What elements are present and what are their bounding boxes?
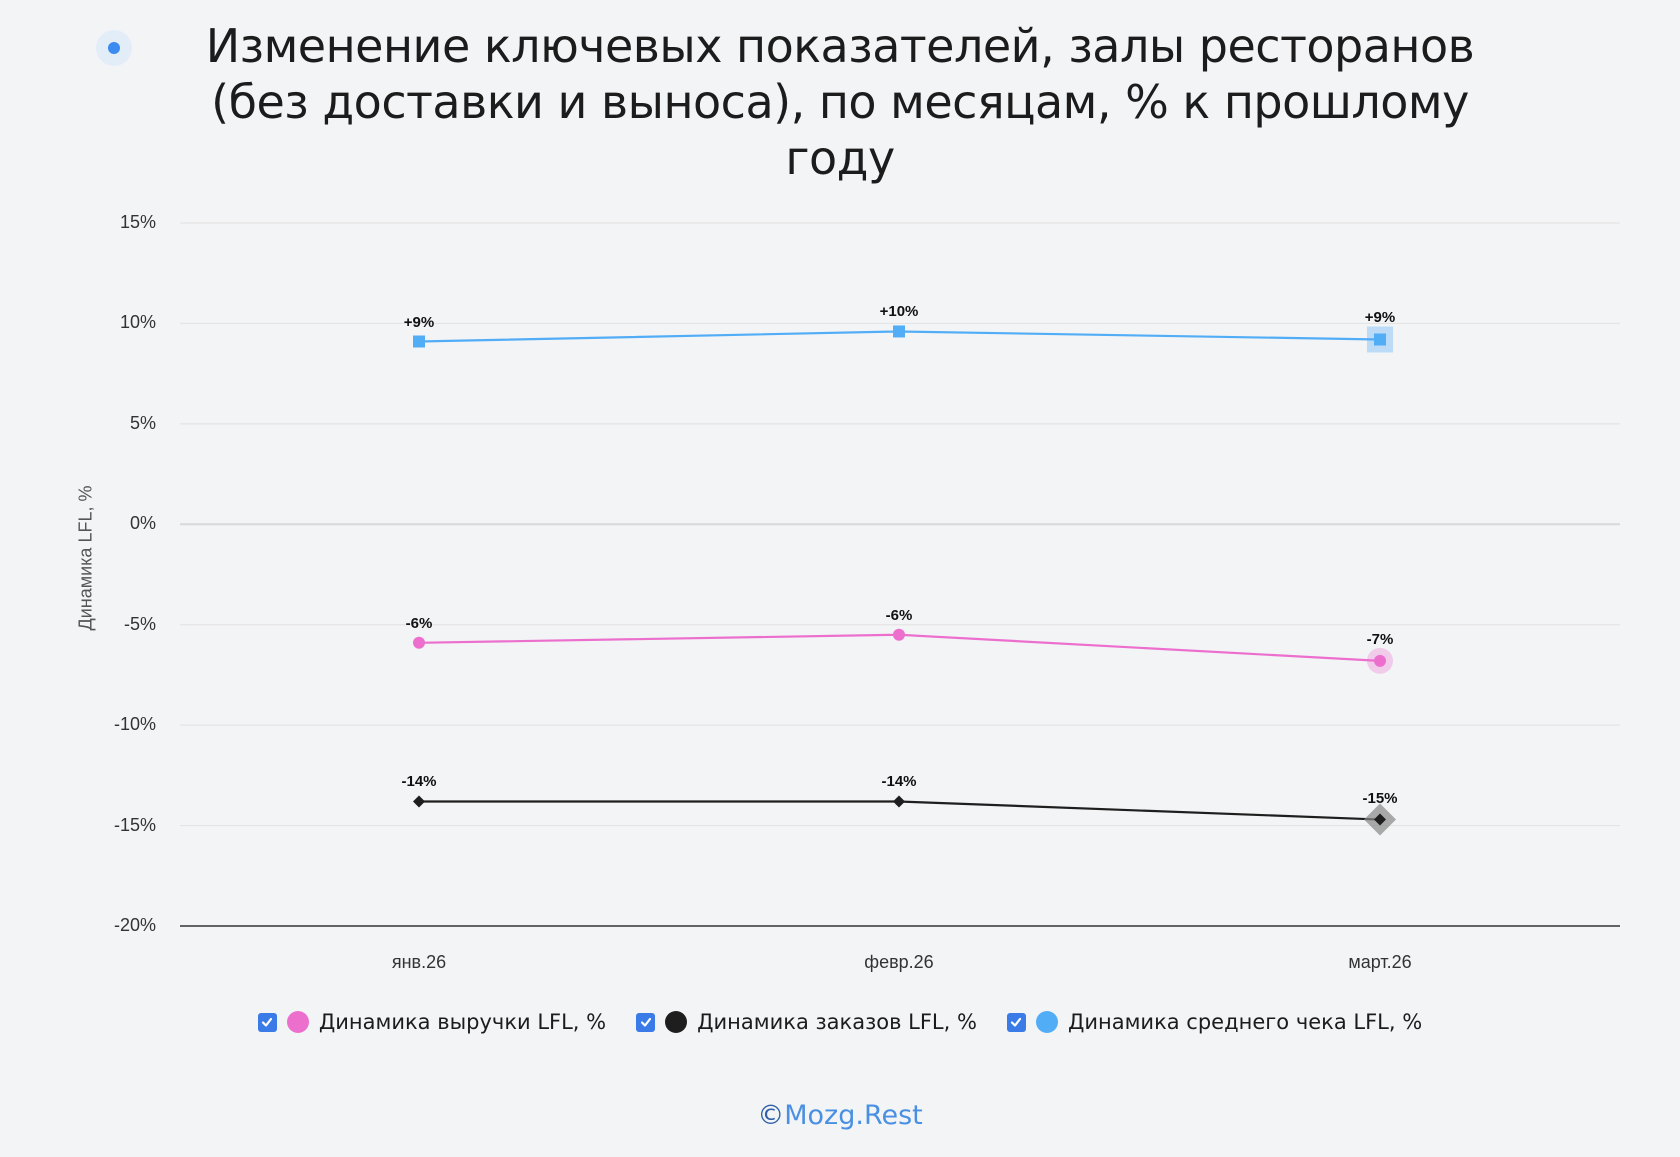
y-tick-label: -15% <box>113 814 156 835</box>
copyright-icon: © <box>757 1100 785 1131</box>
data-label: -6% <box>405 614 433 632</box>
checkbox-checked-icon[interactable] <box>257 1012 277 1032</box>
title-bullet-icon <box>96 30 132 66</box>
title-line-3: году <box>785 131 895 185</box>
y-tick-label: 10% <box>119 312 156 333</box>
y-tick-label: -20% <box>113 915 156 935</box>
legend-item[interactable]: Динамика среднего чека LFL, % <box>1006 1010 1423 1034</box>
data-point[interactable] <box>1374 813 1386 826</box>
legend-swatch-icon <box>665 1011 688 1033</box>
data-label: +9% <box>1364 309 1396 327</box>
legend-swatch-icon <box>1035 1011 1058 1033</box>
y-tick-label: 0% <box>129 513 156 534</box>
x-tick-label: март.26 <box>1348 952 1412 972</box>
data-point[interactable] <box>413 636 425 649</box>
brand-name: Mozg.Rest <box>784 1100 923 1131</box>
checkbox-checked-icon[interactable] <box>636 1012 656 1032</box>
data-label: -14% <box>881 773 917 791</box>
legend-label: Динамика среднего чека LFL, % <box>1067 1010 1423 1034</box>
legend-swatch-icon <box>286 1011 309 1033</box>
data-point[interactable] <box>413 795 425 808</box>
checkbox-checked-icon[interactable] <box>1006 1012 1026 1032</box>
data-point[interactable] <box>413 335 425 348</box>
chart-title: Изменение ключевых показателей, залы рес… <box>100 18 1580 186</box>
x-tick-label: янв.26 <box>391 952 447 972</box>
legend-item[interactable]: Динамика заказов LFL, % <box>636 1010 977 1034</box>
data-label: -7% <box>1366 630 1394 648</box>
data-point[interactable] <box>893 325 905 338</box>
legend: Динамика выручки LFL, % Динамика заказов … <box>0 1010 1680 1034</box>
title-line-2: (без доставки и выноса), по месяцам, % к… <box>211 75 1469 129</box>
y-axis-title: Динамика LFL, % <box>75 485 96 631</box>
x-tick-label: февр.26 <box>864 952 934 972</box>
y-tick-label: 5% <box>129 412 156 433</box>
title-line-1: Изменение ключевых показателей, залы рес… <box>205 19 1475 73</box>
data-label: -14% <box>401 773 437 791</box>
legend-label: Динамика выручки LFL, % <box>318 1010 607 1034</box>
data-point[interactable] <box>893 795 905 808</box>
data-label: -6% <box>885 606 913 624</box>
data-point[interactable] <box>1374 654 1386 667</box>
legend-label: Динамика заказов LFL, % <box>697 1010 977 1034</box>
data-point[interactable] <box>893 628 905 641</box>
data-point[interactable] <box>1374 333 1386 346</box>
legend-item[interactable]: Динамика выручки LFL, % <box>257 1010 607 1034</box>
y-tick-label: -5% <box>123 613 156 634</box>
footer-brand: ©Mozg.Rest <box>0 1100 1680 1131</box>
y-tick-label: 15% <box>119 212 156 232</box>
data-label: +10% <box>879 303 919 321</box>
data-label: -15% <box>1362 789 1398 807</box>
y-tick-label: -10% <box>113 714 156 735</box>
data-label: +9% <box>403 313 435 331</box>
